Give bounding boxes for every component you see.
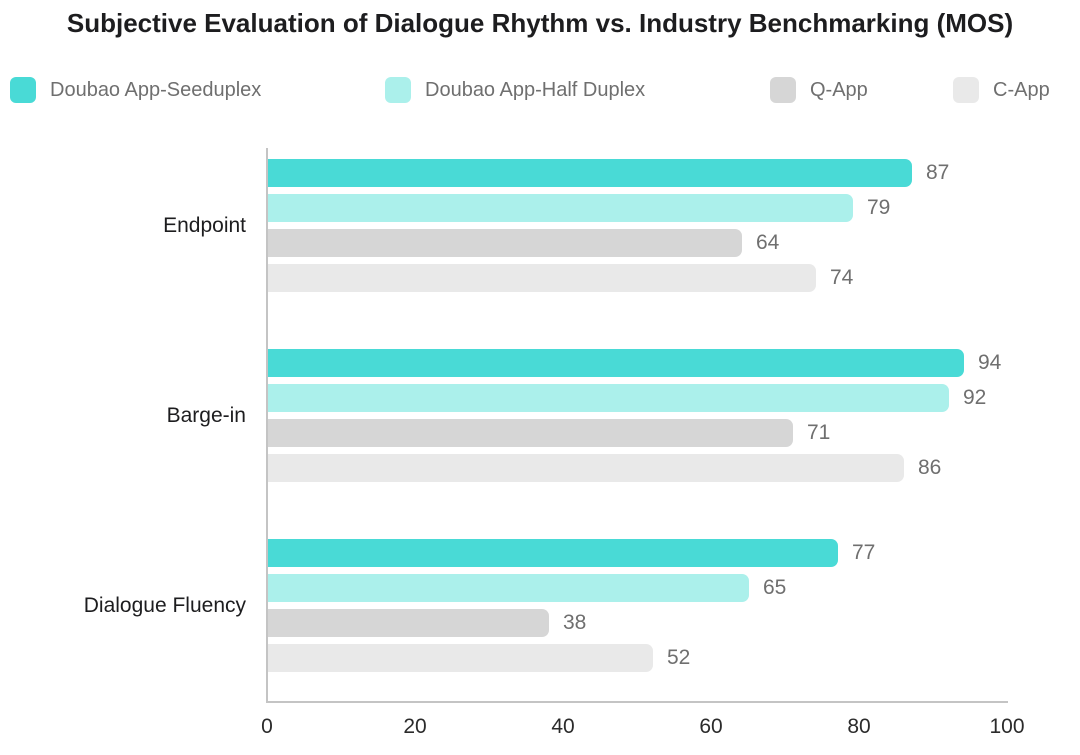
bar-value-label: 92	[963, 386, 987, 409]
legend-item: Q-App	[770, 76, 868, 104]
bar-value-label: 87	[926, 161, 950, 184]
legend-swatch-icon	[10, 77, 36, 103]
legend-item: C-App	[953, 76, 1050, 104]
bar-value-label: 71	[807, 421, 831, 444]
bar-value-label: 94	[978, 351, 1002, 374]
bar-value-label: 79	[867, 196, 891, 219]
legend-label: Q-App	[810, 78, 868, 101]
category-label: Endpoint	[163, 213, 246, 237]
x-tick-label: 20	[403, 715, 427, 738]
bar	[268, 609, 549, 637]
chart-title: Subjective Evaluation of Dialogue Rhythm…	[66, 8, 1014, 38]
legend-label: C-App	[993, 78, 1050, 101]
bar-value-label: 52	[667, 646, 691, 669]
legend-swatch-icon	[385, 77, 411, 103]
bar	[268, 194, 853, 222]
bar	[268, 229, 742, 257]
bar-value-label: 65	[763, 576, 787, 599]
bar	[268, 419, 793, 447]
legend-item: Doubao App-Seeduplex	[10, 76, 261, 104]
bar-value-label: 74	[830, 266, 854, 289]
bar	[268, 159, 912, 187]
x-axis-ticks: 0 20 40 60 80 100	[261, 714, 1024, 744]
bar-value-label: 86	[918, 456, 942, 479]
x-tick-label: 100	[989, 715, 1025, 738]
bar-value-label: 64	[756, 231, 780, 254]
bar-value-label: 77	[852, 541, 876, 564]
x-tick-label: 80	[847, 715, 871, 738]
bar	[268, 384, 949, 412]
plot-area: 87 79 64 74 94 92 71 86 77 65 38 52	[266, 148, 1008, 703]
category-label: Barge-in	[166, 403, 246, 427]
bar	[268, 574, 749, 602]
x-tick-label: 0	[261, 715, 273, 738]
legend-swatch-icon	[770, 77, 796, 103]
legend-label: Doubao App-Half Duplex	[425, 78, 646, 101]
bar	[268, 539, 838, 567]
legend-swatch-icon	[953, 77, 979, 103]
legend-label: Doubao App-Seeduplex	[50, 78, 262, 101]
x-tick-label: 40	[551, 715, 575, 738]
bar	[268, 454, 904, 482]
x-tick-label: 60	[699, 715, 723, 738]
category-label: Dialogue Fluency	[83, 593, 246, 617]
bar	[268, 644, 653, 672]
bar	[268, 264, 816, 292]
bar	[268, 349, 964, 377]
bar-value-label: 38	[563, 611, 587, 634]
legend-item: Doubao App-Half Duplex	[385, 76, 645, 104]
